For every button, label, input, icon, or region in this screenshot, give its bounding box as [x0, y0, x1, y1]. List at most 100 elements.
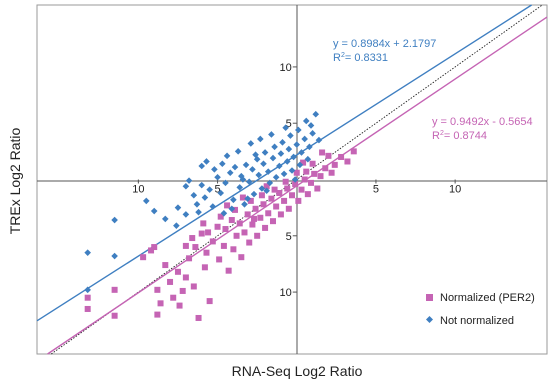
point-normalized	[189, 235, 196, 242]
point-not-normalized	[309, 130, 316, 137]
point-normalized	[162, 262, 169, 269]
point-normalized	[224, 202, 231, 209]
point-normalized	[303, 168, 310, 175]
point-normalized	[201, 264, 208, 271]
point-normalized	[192, 244, 199, 251]
point-not-normalized	[211, 166, 218, 173]
point-not-normalized	[239, 176, 247, 183]
point-normalized	[111, 312, 118, 319]
point-normalized	[263, 183, 270, 190]
r2-not-normalized: R2= 0.8331	[333, 52, 388, 64]
point-normalized	[230, 246, 237, 253]
x-tick-label: 5	[214, 184, 220, 196]
point-not-normalized	[231, 163, 239, 171]
x-tick-label: 10	[132, 184, 144, 196]
point-normalized	[289, 192, 295, 199]
point-normalized	[250, 215, 257, 222]
point-not-normalized	[255, 171, 263, 179]
point-normalized	[322, 165, 329, 172]
point-normalized	[231, 206, 238, 213]
point-normalized	[220, 242, 227, 249]
point-not-normalized	[214, 173, 221, 181]
point-not-normalized	[261, 149, 269, 156]
point-normalized	[298, 186, 305, 193]
point-normalized	[257, 214, 264, 221]
point-not-normalized	[236, 184, 244, 191]
point-normalized	[325, 152, 332, 159]
point-normalized	[276, 190, 283, 197]
point-not-normalized	[244, 195, 251, 202]
point-normalized	[111, 286, 118, 293]
point-normalized	[179, 287, 186, 294]
point-normalized	[225, 267, 232, 274]
point-not-normalized	[304, 155, 312, 163]
y-tick-label: 5	[286, 118, 292, 130]
point-not-normalized	[301, 135, 308, 143]
point-not-normalized	[185, 177, 193, 184]
y-tick-label: 5	[286, 231, 292, 243]
point-normalized	[265, 210, 272, 217]
point-not-normalized	[291, 176, 299, 183]
point-normalized	[154, 311, 161, 318]
legend-label-normalized: Normalized (PER2)	[440, 292, 535, 304]
point-normalized	[203, 249, 210, 256]
point-normalized	[268, 195, 275, 202]
point-not-normalized	[111, 252, 118, 260]
point-normalized	[214, 223, 221, 230]
point-normalized	[216, 256, 223, 263]
point-not-normalized	[271, 143, 278, 151]
point-not-normalized	[266, 179, 274, 187]
point-normalized	[241, 229, 248, 236]
point-not-normalized	[220, 209, 228, 217]
point-not-normalized	[234, 148, 242, 155]
point-normalized	[295, 197, 302, 204]
point-normalized	[174, 268, 181, 275]
point-not-normalized	[298, 149, 305, 156]
point-not-normalized	[282, 124, 289, 132]
point-normalized	[209, 238, 216, 245]
legend-marker-not-normalized	[426, 316, 433, 323]
point-normalized	[247, 197, 254, 204]
point-not-normalized	[198, 181, 206, 189]
point-normalized	[190, 283, 197, 290]
point-not-normalized	[242, 161, 250, 169]
point-not-normalized	[288, 167, 296, 174]
y-tick-label: 10	[280, 62, 292, 74]
r2-normalized: R2= 0.8744	[432, 130, 487, 142]
point-normalized	[281, 197, 288, 204]
point-normalized	[285, 205, 292, 212]
point-normalized	[170, 294, 177, 301]
point-normalized	[244, 211, 251, 218]
point-normalized	[252, 205, 259, 212]
trendline-not-normalized	[36, 4, 532, 322]
point-normalized	[271, 186, 278, 193]
data-points	[84, 110, 357, 321]
point-normalized	[140, 254, 147, 261]
point-not-normalized	[296, 161, 304, 169]
point-not-normalized	[290, 153, 297, 161]
point-normalized	[284, 185, 291, 192]
point-normalized	[84, 294, 91, 301]
point-normalized	[328, 169, 335, 176]
point-not-normalized	[269, 154, 277, 162]
point-normalized	[176, 302, 183, 309]
point-not-normalized	[245, 178, 253, 186]
point-not-normalized	[263, 187, 270, 195]
point-not-normalized	[198, 162, 206, 170]
point-normalized	[304, 191, 311, 198]
point-not-normalized	[111, 216, 118, 224]
point-normalized	[308, 179, 315, 186]
point-not-normalized	[247, 140, 255, 147]
point-not-normalized	[84, 249, 91, 256]
point-normalized	[151, 244, 158, 251]
point-normalized	[233, 232, 240, 239]
point-not-normalized	[182, 211, 190, 218]
equation-not-normalized: y = 0.8984x + 2.1797	[333, 38, 436, 50]
point-not-normalized	[285, 145, 293, 153]
point-not-normalized	[174, 204, 182, 211]
point-normalized	[148, 247, 155, 254]
point-normalized	[249, 221, 256, 228]
point-normalized	[317, 173, 324, 180]
point-normalized	[293, 169, 300, 176]
point-normalized	[314, 185, 321, 192]
